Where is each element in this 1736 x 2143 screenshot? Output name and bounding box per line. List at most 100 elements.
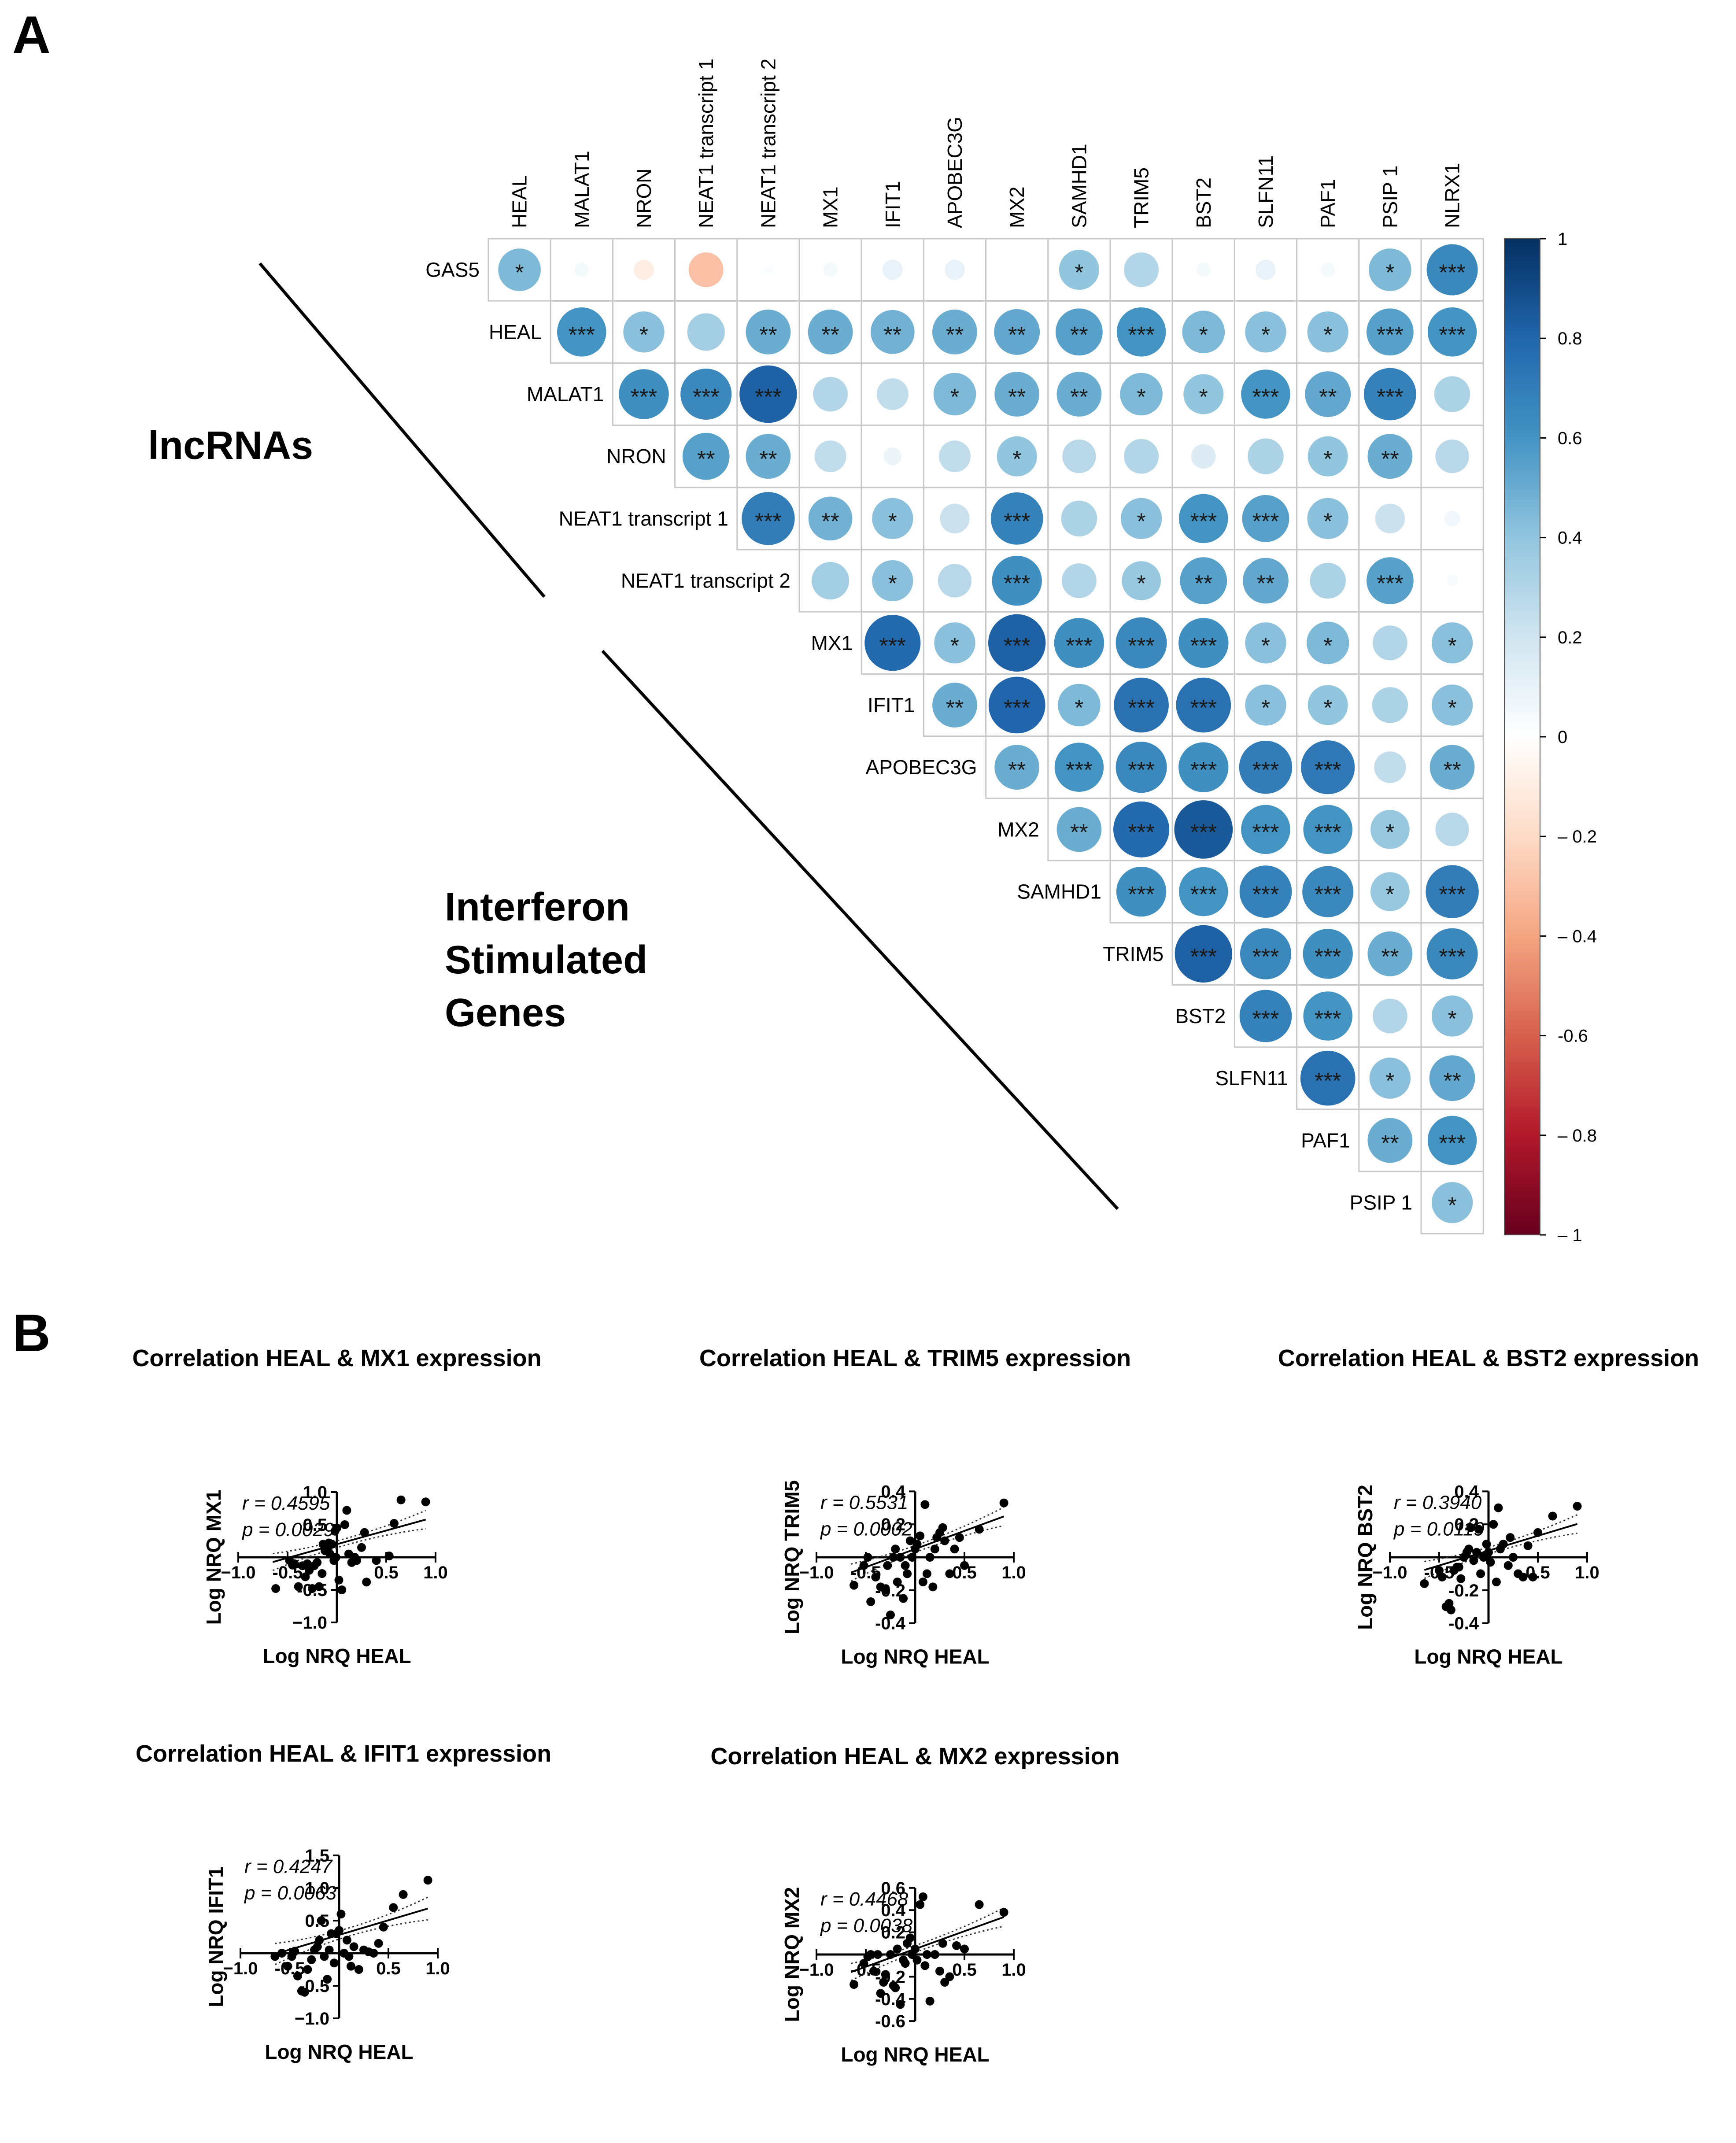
correlation-circle xyxy=(883,259,903,280)
correlation-circle xyxy=(1429,1055,1475,1101)
data-point xyxy=(920,1961,930,1970)
correlation-circle xyxy=(1242,495,1289,542)
correlation-circle xyxy=(1435,440,1469,473)
correlation-circle xyxy=(1447,575,1458,587)
y-axis-title: Log NRQ IFIT1 xyxy=(204,1866,227,2007)
correlation-circle xyxy=(1434,376,1470,412)
col-label: NLRX1 xyxy=(1441,163,1464,228)
significance-stars: ** xyxy=(946,322,964,348)
significance-stars: ** xyxy=(1008,322,1026,348)
scatter-title: Correlation HEAL & TRIM5 expression xyxy=(699,1345,1131,1371)
data-point xyxy=(1469,1556,1478,1565)
correlation-circle xyxy=(1174,800,1233,859)
correlation-circle xyxy=(619,369,669,419)
significance-stars: *** xyxy=(755,509,782,534)
y-tick-label: 0.4 xyxy=(881,1901,905,1920)
data-point xyxy=(960,1561,969,1570)
row-label: NEAT1 transcript 1 xyxy=(559,507,728,530)
significance-stars: *** xyxy=(1128,757,1155,783)
significance-stars: *** xyxy=(1315,944,1341,970)
correlation-circle xyxy=(1239,865,1292,918)
significance-stars: *** xyxy=(1377,322,1404,348)
data-point xyxy=(283,1962,292,1971)
correlation-circle xyxy=(682,432,730,480)
significance-stars: *** xyxy=(1004,509,1031,534)
data-point xyxy=(323,1975,332,1984)
correlation-circle xyxy=(1115,742,1167,793)
correlation-circle xyxy=(994,745,1040,790)
colorbar-tick-label: – 0.8 xyxy=(1558,1126,1597,1145)
data-point xyxy=(1523,1541,1533,1550)
correlation-circle xyxy=(994,372,1040,417)
data-point xyxy=(859,1959,868,1968)
significance-stars: *** xyxy=(755,384,782,410)
data-point xyxy=(960,1944,969,1954)
data-point xyxy=(881,1970,890,1979)
y-tick-label: 0.4 xyxy=(881,1482,905,1501)
data-point xyxy=(975,1525,984,1534)
correlation-circle xyxy=(1444,510,1460,527)
scatter-panel-trim5: Correlation HEAL & TRIM5 expression−1.0-… xyxy=(699,1345,1131,1668)
scatter-title: Correlation HEAL & MX2 expression xyxy=(710,1743,1119,1770)
data-point xyxy=(344,1952,354,1961)
significance-stars: *** xyxy=(568,322,595,348)
correlation-circle xyxy=(1307,311,1348,353)
data-point xyxy=(327,1540,336,1549)
correlation-circle xyxy=(680,368,732,420)
data-point xyxy=(369,1949,378,1958)
correlation-circle xyxy=(746,309,791,355)
data-point xyxy=(293,1971,302,1980)
correlation-circle xyxy=(1180,557,1227,604)
correlation-circle xyxy=(808,496,853,541)
significance-stars: ** xyxy=(1381,447,1399,472)
data-point xyxy=(912,1540,922,1549)
correlation-circle xyxy=(1179,494,1228,543)
data-point xyxy=(925,1996,934,2006)
data-point xyxy=(950,1544,959,1554)
significance-stars: *** xyxy=(1252,882,1279,908)
data-point xyxy=(930,1950,939,1959)
data-point xyxy=(1484,1548,1493,1557)
correlation-circle xyxy=(498,248,541,291)
correlation-circle xyxy=(634,259,654,280)
correlation-circle xyxy=(1426,928,1478,979)
significance-stars: ** xyxy=(1070,322,1088,348)
significance-stars: * xyxy=(1385,260,1394,286)
data-point xyxy=(945,1972,954,1981)
data-point xyxy=(871,1572,880,1581)
correlation-circle xyxy=(1367,931,1413,976)
correlation-circle xyxy=(764,265,773,274)
confidence-band-lower xyxy=(272,1528,426,1571)
data-point xyxy=(329,1958,339,1968)
data-point xyxy=(396,1495,406,1504)
data-point xyxy=(301,1572,310,1581)
data-point xyxy=(1456,1574,1466,1583)
row-label: PSIP 1 xyxy=(1350,1191,1412,1214)
r-value: r = 0.4595 xyxy=(242,1493,330,1514)
correlation-circle xyxy=(1239,740,1293,794)
data-point xyxy=(916,1531,925,1541)
correlation-circle xyxy=(808,309,853,355)
significance-stars: *** xyxy=(1439,1131,1466,1156)
row-label: HEAL xyxy=(489,321,542,344)
correlation-circle xyxy=(1122,561,1161,600)
x-axis-title: Log NRQ HEAL xyxy=(841,1645,989,1668)
significance-stars: ** xyxy=(697,447,715,472)
correlation-circle xyxy=(1308,685,1348,725)
correlation-circle xyxy=(1364,368,1416,421)
r-value: r = 0.3940 xyxy=(1394,1492,1482,1513)
significance-stars: * xyxy=(1075,695,1083,721)
x-tick-label: −1.0 xyxy=(799,1960,834,1980)
data-point xyxy=(1506,1533,1515,1542)
y-tick-label: 0.2 xyxy=(881,1515,905,1534)
significance-stars: ** xyxy=(759,322,777,348)
data-point xyxy=(922,1950,931,1959)
correlation-circle xyxy=(870,310,915,354)
data-point xyxy=(952,1941,961,1950)
data-point xyxy=(317,1916,326,1925)
col-label: NEAT1 transcript 1 xyxy=(694,59,717,228)
row-label: SAMHD1 xyxy=(1017,880,1101,903)
correlation-grid: HEAL MALAT1 NRON NEAT1 transcript 1 NEAT1 tr… xyxy=(425,59,1484,1234)
significance-stars: * xyxy=(1137,571,1145,597)
